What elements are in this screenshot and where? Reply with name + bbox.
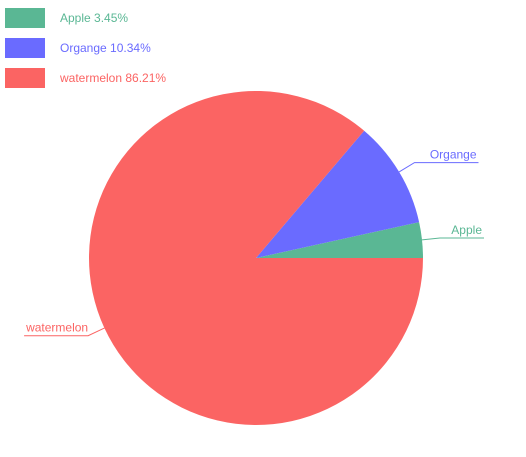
legend-swatch-organge[interactable] [5,38,45,58]
pie-slice-watermelon[interactable] [88,90,424,425]
pie-slices [88,90,424,425]
pie-slice-apple[interactable] [256,222,423,258]
slice-label-apple: Apple [451,223,482,237]
leader-line-organge [398,162,479,173]
legend-swatch-apple[interactable] [5,8,45,28]
slice-label-organge: Organge [430,148,477,162]
leader-line-apple [421,237,484,241]
legend-label-watermelon[interactable]: watermelon 86.21% [59,71,166,85]
slice-label-watermelon: watermelon [25,321,88,335]
legend: Apple 3.45% Organge 10.34% watermelon 86.2… [5,8,166,88]
slice-labels: Apple Organge watermelon [24,148,484,337]
legend-swatch-watermelon[interactable] [5,68,45,88]
legend-label-apple[interactable]: Apple 3.45% [60,11,128,25]
leader-line-watermelon [24,327,105,337]
pie-slice-organge[interactable] [256,130,420,258]
legend-label-organge[interactable]: Organge 10.34% [60,41,151,55]
